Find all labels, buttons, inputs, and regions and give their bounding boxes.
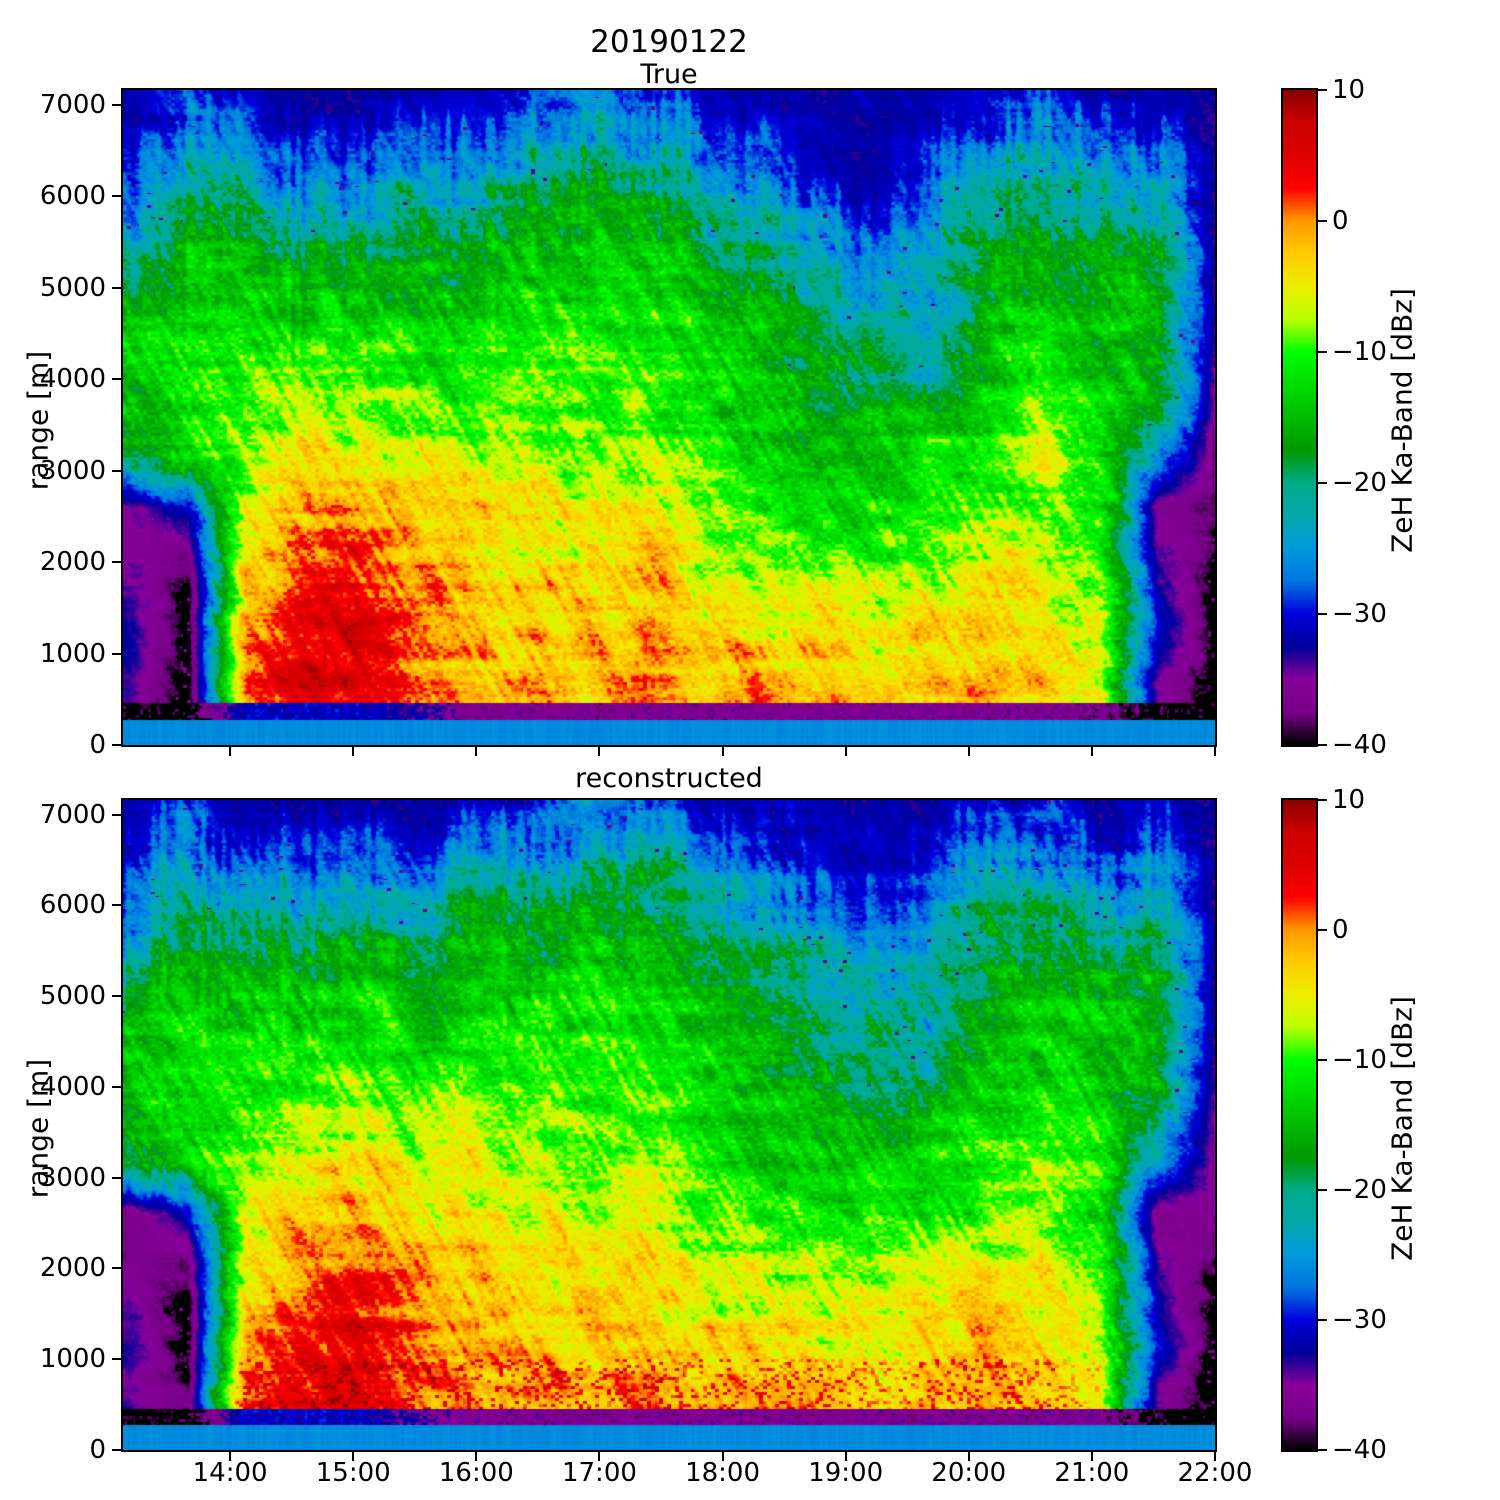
x-tick-label: 20:00 xyxy=(931,1458,1007,1488)
y-tick-label: 3000 xyxy=(39,455,106,486)
colorbar-tick-mark xyxy=(1318,482,1327,484)
colorbar-tick-mark xyxy=(1318,351,1327,353)
y-tick-mark xyxy=(112,995,121,998)
x-tick-mark xyxy=(721,747,724,756)
y-tick-mark xyxy=(112,813,121,816)
colorbar-tick-label: −30 xyxy=(1332,599,1387,629)
figure-title: 20190122 xyxy=(590,24,748,60)
y-tick-label: 0 xyxy=(89,1435,106,1465)
colorbar-tick-label: 10 xyxy=(1332,785,1366,815)
x-tick-mark xyxy=(844,747,847,756)
x-tick-mark xyxy=(598,747,601,756)
y-tick-label: 7000 xyxy=(39,89,106,120)
panel-reconstructed-title: reconstructed xyxy=(575,763,763,794)
colorbar-tick-mark xyxy=(1318,799,1327,801)
colorbar-tick-mark xyxy=(1318,1449,1327,1451)
y-tick-label: 2000 xyxy=(39,547,106,578)
y-tick-label: 4000 xyxy=(39,1071,106,1102)
x-tick-label: 22:00 xyxy=(1177,1458,1253,1488)
x-tick-label: 16:00 xyxy=(438,1458,514,1488)
x-tick-mark xyxy=(598,1452,601,1461)
y-tick-label: 5000 xyxy=(39,272,106,303)
colorbar-tick-label: 10 xyxy=(1332,75,1366,105)
y-tick-mark xyxy=(112,652,121,655)
x-tick-label: 15:00 xyxy=(315,1458,391,1488)
y-tick-mark xyxy=(112,1176,121,1179)
x-tick-mark xyxy=(1214,747,1216,756)
x-tick-mark xyxy=(229,1452,232,1461)
x-tick-mark xyxy=(1090,1452,1093,1461)
y-tick-mark xyxy=(112,469,121,472)
y-tick-label: 0 xyxy=(89,730,106,760)
y-tick-mark xyxy=(112,744,121,746)
x-tick-mark xyxy=(229,747,232,756)
colorbar-label-reconstructed: ZeH Ka-Band [dBz] xyxy=(1385,996,1419,1261)
y-tick-mark xyxy=(112,561,121,564)
colorbar-tick-mark xyxy=(1318,613,1327,615)
x-tick-mark xyxy=(475,747,478,756)
colorbar-label-true: ZeH Ka-Band [dBz] xyxy=(1385,288,1419,553)
colorbar-tick-label: −40 xyxy=(1332,730,1387,760)
y-tick-mark xyxy=(112,904,121,907)
true-heatmap-canvas xyxy=(123,90,1215,745)
y-tick-mark xyxy=(112,195,121,198)
y-tick-label: 6000 xyxy=(39,890,106,921)
x-tick-mark xyxy=(967,747,970,756)
colorbar-tick-label: −10 xyxy=(1332,1045,1387,1075)
y-tick-label: 1000 xyxy=(39,1344,106,1375)
y-tick-label: 7000 xyxy=(39,799,106,830)
colorbar-tick-label: −10 xyxy=(1332,337,1387,367)
x-tick-label: 18:00 xyxy=(685,1458,761,1488)
x-tick-mark xyxy=(721,1452,724,1461)
x-tick-mark xyxy=(352,1452,355,1461)
colorbar-tick-label: 0 xyxy=(1332,206,1349,236)
y-tick-label: 6000 xyxy=(39,181,106,212)
colorbar-tick-label: −20 xyxy=(1332,468,1387,498)
x-tick-label: 19:00 xyxy=(808,1458,884,1488)
colorbar-tick-mark xyxy=(1318,929,1327,931)
y-axis-label-reconstructed: range [m] xyxy=(21,1058,55,1199)
y-tick-label: 5000 xyxy=(39,981,106,1012)
colorbar-tick-label: 0 xyxy=(1332,915,1349,945)
x-tick-mark xyxy=(352,747,355,756)
y-tick-mark xyxy=(112,286,121,289)
colorbar-true-canvas xyxy=(1283,90,1316,745)
y-tick-mark xyxy=(112,1085,121,1088)
x-tick-mark xyxy=(967,1452,970,1461)
x-tick-mark xyxy=(475,1452,478,1461)
x-tick-label: 14:00 xyxy=(192,1458,268,1488)
colorbar-tick-label: −30 xyxy=(1332,1305,1387,1335)
x-tick-label: 21:00 xyxy=(1054,1458,1130,1488)
y-tick-mark xyxy=(112,1267,121,1270)
y-tick-label: 4000 xyxy=(39,364,106,395)
colorbar-tick-mark xyxy=(1318,220,1327,222)
x-tick-label: 17:00 xyxy=(561,1458,637,1488)
colorbar-tick-mark xyxy=(1318,1059,1327,1061)
x-tick-mark xyxy=(1214,1452,1216,1461)
x-tick-mark xyxy=(1090,747,1093,756)
colorbar-tick-mark xyxy=(1318,89,1327,91)
colorbar-tick-label: −20 xyxy=(1332,1175,1387,1205)
y-tick-mark xyxy=(112,1449,121,1451)
x-tick-mark xyxy=(844,1452,847,1461)
colorbar-tick-label: −40 xyxy=(1332,1435,1387,1465)
y-axis-label-true: range [m] xyxy=(21,350,55,491)
panel-true-title: True xyxy=(640,59,698,90)
reconstructed-heatmap-canvas xyxy=(123,800,1215,1450)
y-tick-mark xyxy=(112,1358,121,1361)
colorbar-tick-mark xyxy=(1318,744,1327,746)
y-tick-label: 1000 xyxy=(39,638,106,669)
y-tick-label: 2000 xyxy=(39,1253,106,1284)
colorbar-reconstructed-canvas xyxy=(1283,800,1316,1450)
y-tick-mark xyxy=(112,378,121,381)
y-tick-mark xyxy=(112,103,121,106)
y-tick-label: 3000 xyxy=(39,1162,106,1193)
colorbar-tick-mark xyxy=(1318,1189,1327,1191)
colorbar-tick-mark xyxy=(1318,1319,1327,1321)
